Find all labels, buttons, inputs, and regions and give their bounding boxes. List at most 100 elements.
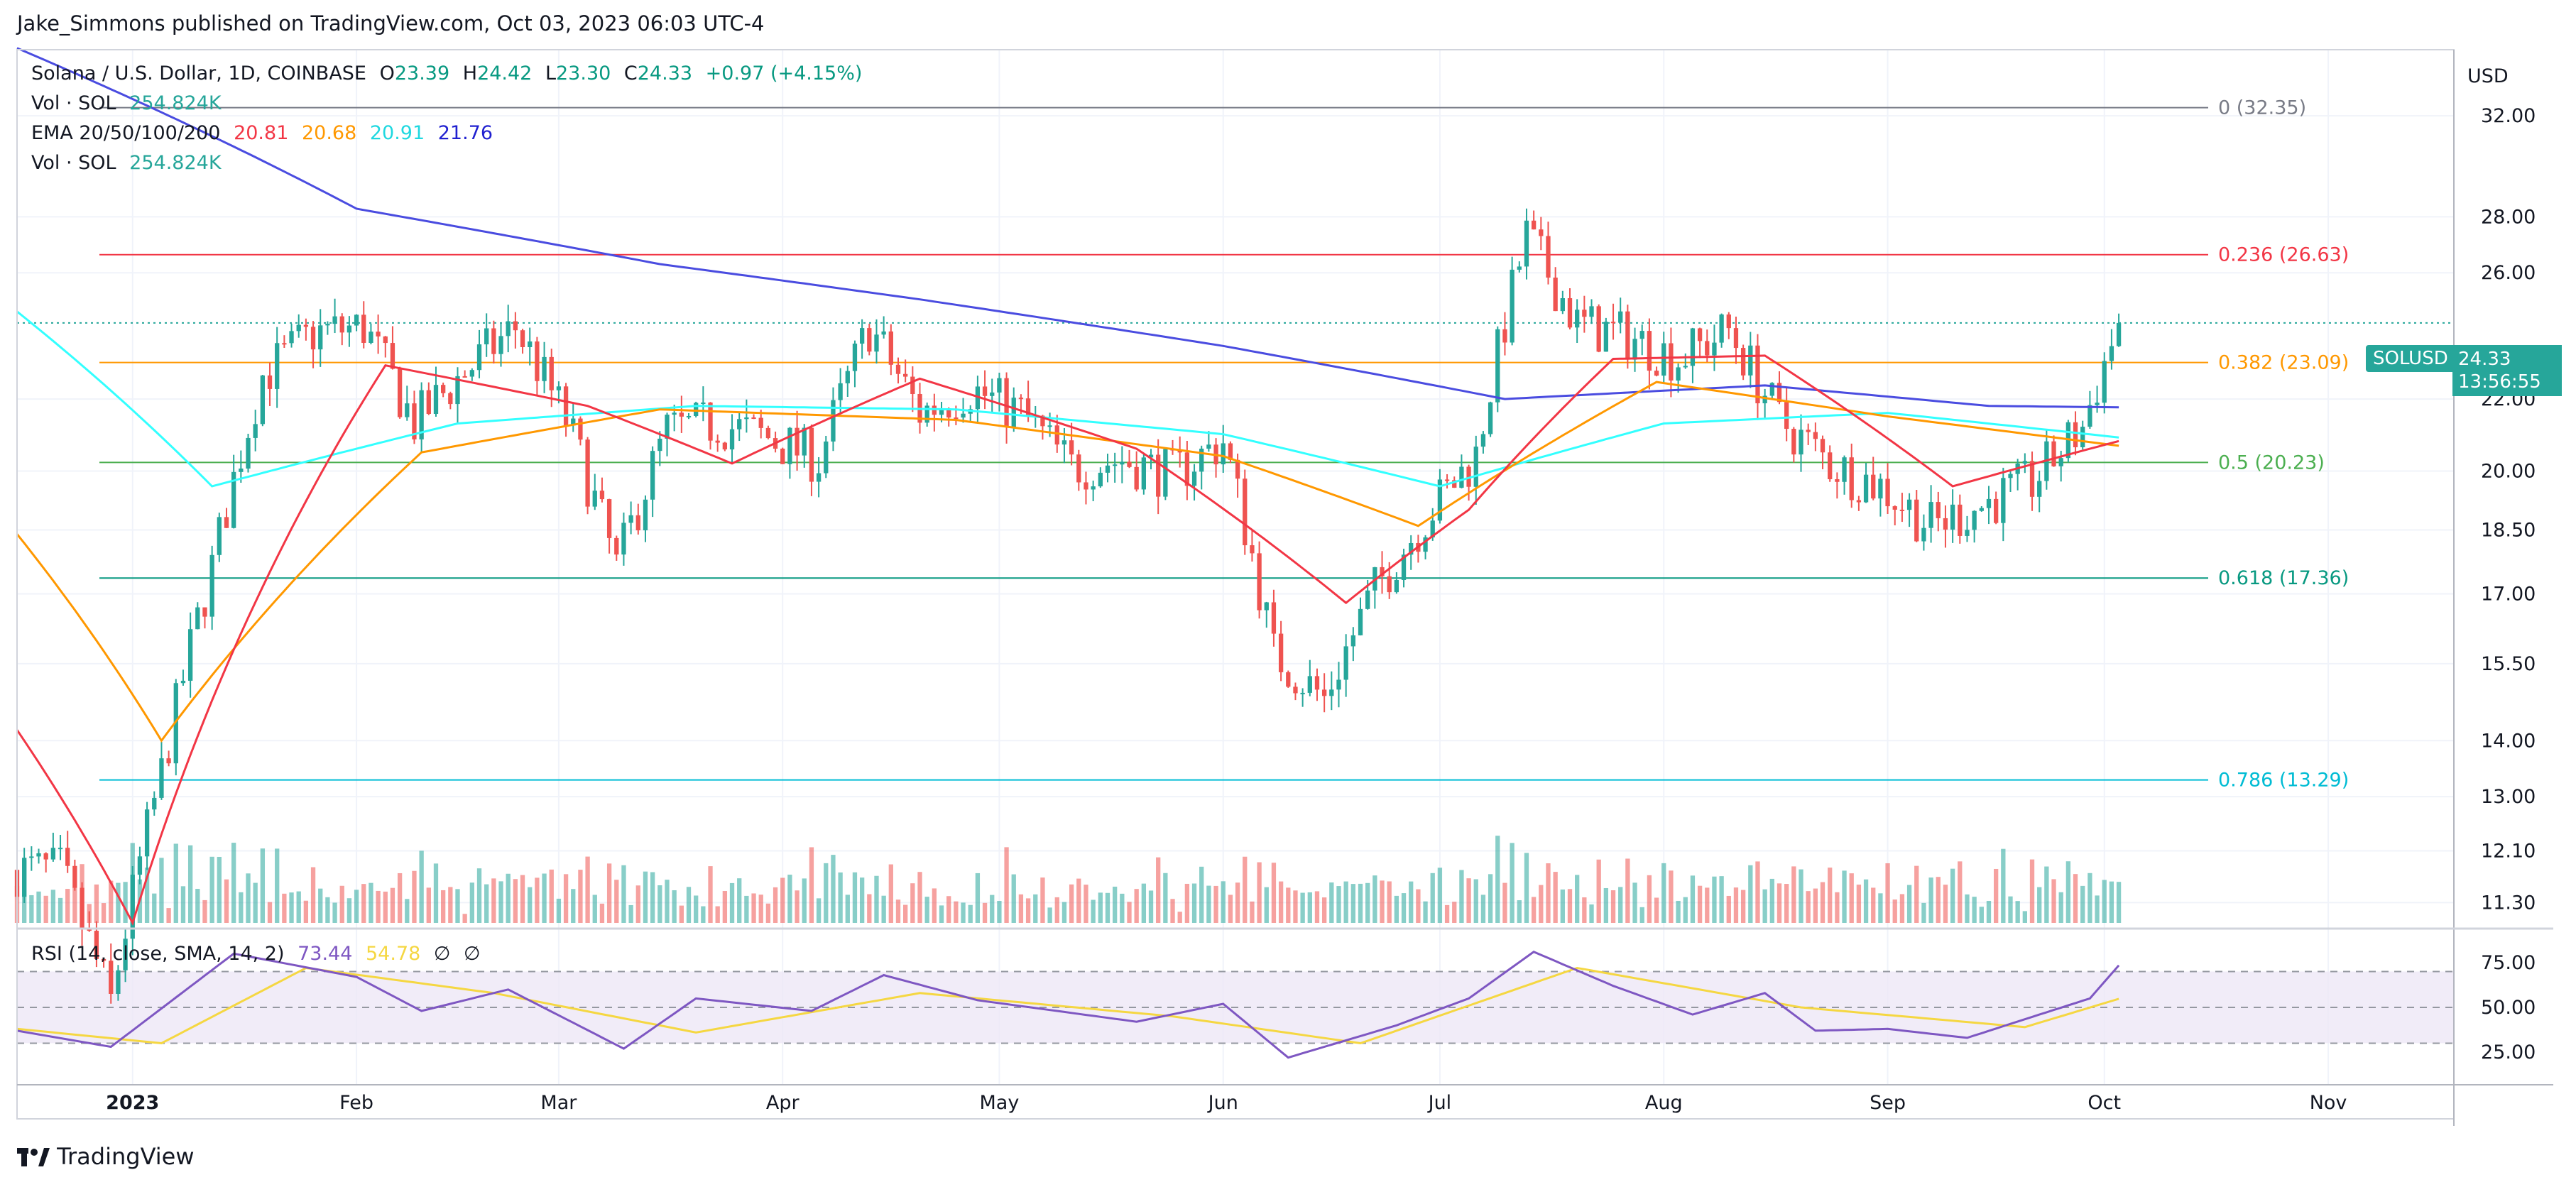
candle-body (1191, 471, 1197, 486)
time-tick-label: Apr (766, 1092, 800, 1114)
candle-body (1401, 554, 1407, 580)
volume-bar (426, 887, 431, 923)
volume-bar (780, 877, 785, 923)
candle-body (1459, 466, 1464, 488)
volume-bar (838, 872, 843, 923)
volume-bar (180, 886, 186, 923)
volume-bar (1380, 880, 1385, 923)
candle-body (1885, 478, 1890, 507)
candle-body (679, 412, 684, 417)
candle-body (426, 390, 431, 414)
volume-bar (744, 895, 749, 923)
volume-bar (1372, 875, 1377, 923)
volume-bar (1286, 887, 1291, 923)
volume-bar (982, 902, 988, 923)
time-tick-label: Jun (1207, 1092, 1238, 1114)
volume-bar (1113, 886, 1118, 923)
volume-bar (845, 895, 850, 923)
volume-bar (1618, 887, 1623, 923)
currency-label[interactable]: USD (2467, 65, 2509, 87)
volume-bar (1625, 858, 1630, 923)
volume-bar (1878, 893, 1883, 923)
price-tick-label: 15.50 (2481, 653, 2536, 675)
volume-bar (419, 850, 424, 923)
volume-bar (187, 845, 193, 923)
volume-bar (729, 882, 735, 923)
candle-body (137, 856, 143, 875)
volume-bar (1401, 893, 1407, 923)
candle-body (1206, 444, 1211, 449)
volume-bar (390, 887, 395, 923)
volume-bar (101, 903, 107, 923)
volume-bar (1517, 900, 1522, 923)
volume-bar (1784, 884, 1789, 923)
candle-body (838, 383, 843, 400)
volume-bar (1321, 897, 1327, 923)
time-tick-label: Sep (1870, 1092, 1906, 1114)
last-price: 24.33 (2458, 349, 2511, 370)
candle-body (1495, 329, 1500, 403)
volume-bar (1127, 902, 1132, 923)
symbol-tag: SOLUSD (2366, 345, 2455, 372)
candle-body (209, 554, 214, 617)
candle-body (1184, 452, 1190, 486)
candle-body (1025, 398, 1031, 417)
fib-level-label: 0.382 (23.09) (2218, 352, 2349, 374)
volume-bar (571, 889, 576, 923)
candle-body (152, 797, 157, 810)
candle-body (1228, 443, 1233, 460)
candle-body (144, 809, 150, 857)
candle-body (1466, 466, 1471, 487)
candle-body (1740, 348, 1746, 376)
volume-bar (1936, 877, 1941, 923)
candle-body (1589, 306, 1594, 317)
candle-body (606, 499, 612, 538)
volume-bar (802, 878, 807, 923)
volume-bar (1329, 882, 1334, 923)
candle-body (1921, 527, 1926, 542)
ohlc-change: +0.97 (+4.15%) (705, 62, 863, 84)
candle-body (1163, 449, 1168, 497)
volume-bar (1061, 902, 1067, 923)
volume-bar (1885, 863, 1890, 923)
candle-body (1878, 478, 1883, 499)
ema200-value: 21.76 (437, 122, 493, 144)
candle-body (722, 442, 728, 450)
candle-body (1842, 457, 1847, 482)
candle-body (852, 343, 858, 371)
volume-bar (549, 869, 554, 923)
volume-bar (260, 848, 266, 923)
candle-body (1625, 311, 1630, 360)
candle-body (72, 865, 77, 888)
volume-bar (506, 873, 511, 923)
volume-bar (296, 891, 301, 923)
volume-bar (2022, 911, 2027, 923)
candle-body (173, 683, 178, 764)
candle-body (1863, 474, 1869, 503)
footer-brand[interactable]: TradingView (17, 1143, 195, 1170)
volume-bar (166, 908, 171, 923)
volume-bar (1510, 843, 1515, 923)
candle-body (58, 848, 63, 850)
volume-bar (2058, 892, 2063, 923)
volume-bar (1589, 904, 1594, 923)
volume-bar (1639, 907, 1644, 923)
volume-bar (1488, 874, 1493, 923)
volume-bar (1018, 894, 1024, 923)
candle-body (1452, 480, 1457, 488)
legend-volume-row: Vol · SOL 254.824K (31, 92, 229, 114)
volume2-value: 254.824K (129, 152, 222, 174)
volume-bar (1849, 873, 1854, 923)
candle-body (1321, 689, 1327, 696)
candle-body (513, 321, 518, 331)
volume-bar (1278, 881, 1284, 923)
volume-bar (1177, 912, 1182, 923)
candle-body (1264, 602, 1269, 611)
time-tick-label: Nov (2310, 1092, 2347, 1114)
volume-bar (289, 892, 294, 923)
candle-body (1654, 371, 1659, 376)
volume-bar (910, 883, 915, 923)
volume-bar (1199, 866, 1204, 923)
